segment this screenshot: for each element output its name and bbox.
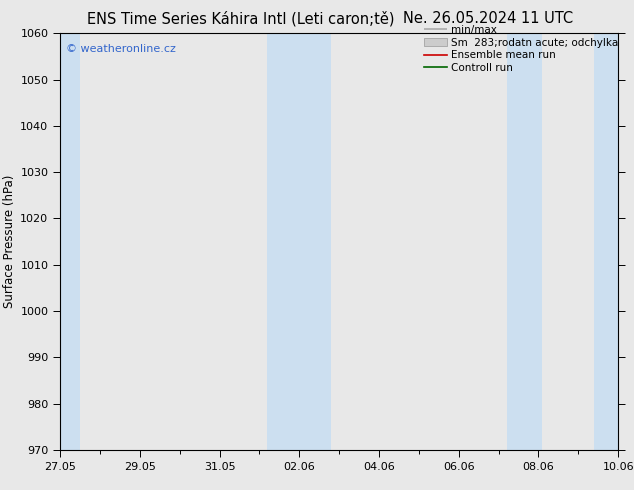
Bar (56, 33, 80, 450)
Legend: min/max, Sm  283;rodatn acute; odchylka, Ensemble mean run, Controll run: min/max, Sm 283;rodatn acute; odchylka, … (424, 25, 618, 73)
Text: © weatheronline.cz: © weatheronline.cz (66, 44, 176, 54)
Text: ENS Time Series Káhira Intl (Leti caron;tě): ENS Time Series Káhira Intl (Leti caron;… (87, 11, 395, 27)
Bar (507, 33, 543, 450)
Bar (594, 33, 622, 450)
Text: Ne. 26.05.2024 11 UTC: Ne. 26.05.2024 11 UTC (403, 11, 573, 26)
Y-axis label: Surface Pressure (hPa): Surface Pressure (hPa) (3, 175, 16, 308)
Bar (268, 33, 331, 450)
